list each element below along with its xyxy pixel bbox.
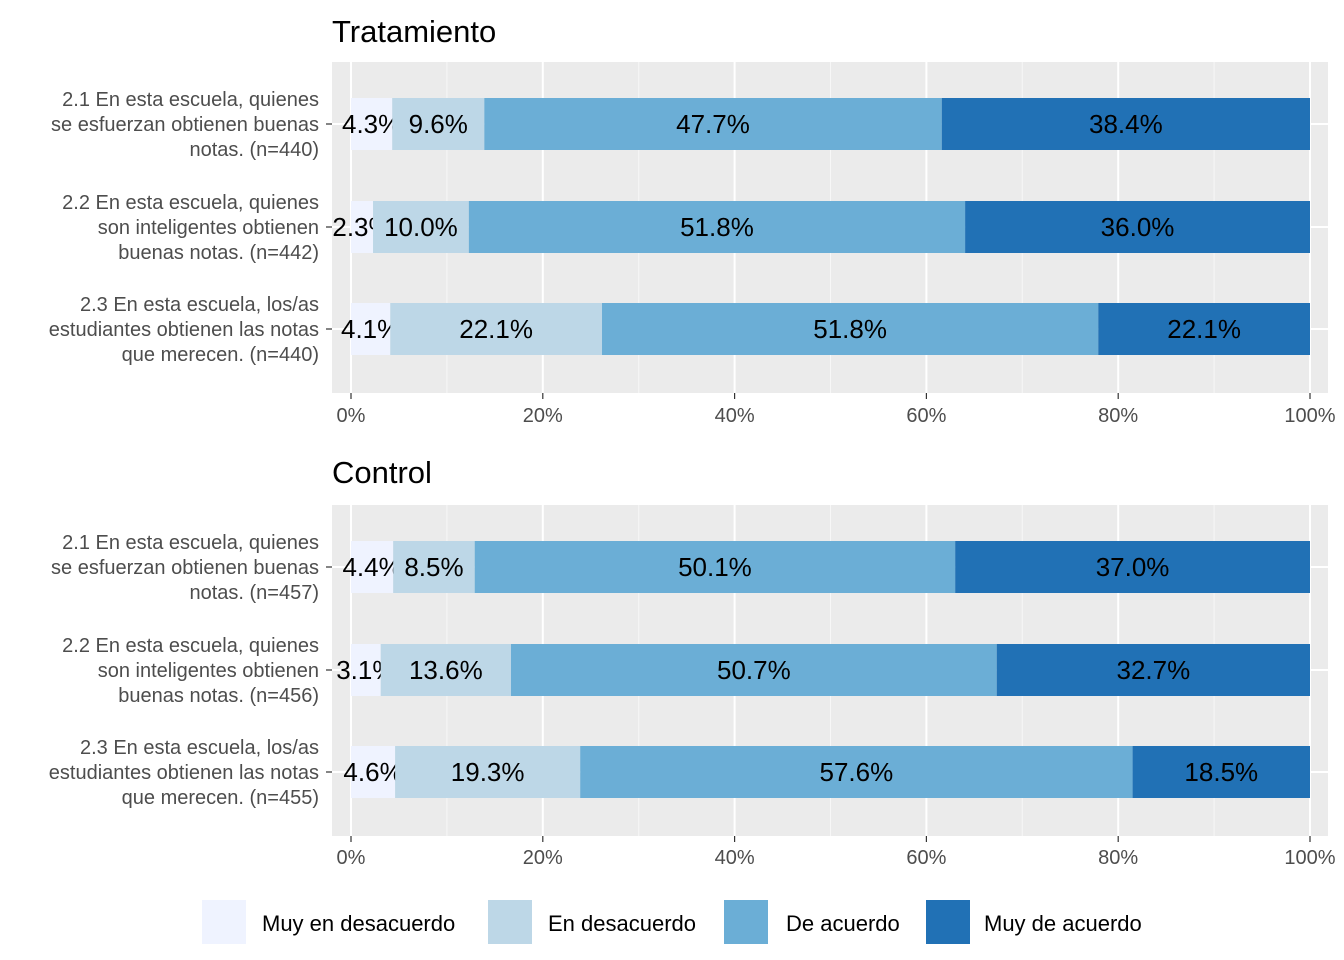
bar-segment-muy-de-acuerdo bbox=[941, 98, 1310, 150]
bar-segment-en-desacuerdo bbox=[380, 644, 511, 696]
bar-value-label: 47.7% bbox=[676, 109, 750, 139]
category-label-line: estudiantes obtienen las notas bbox=[49, 319, 319, 341]
bar-segment-en-desacuerdo bbox=[395, 746, 581, 798]
category-label: 2.1 En esta escuela, quienes se esfuerzan… bbox=[51, 89, 319, 161]
bar-value-label: 19.3% bbox=[451, 757, 525, 787]
category-label: 2.1 En esta escuela, quienes se esfuerzan… bbox=[51, 532, 319, 604]
bar-value-label: 22.1% bbox=[459, 314, 533, 344]
category-label-line: que merecen. (n=440) bbox=[122, 344, 319, 366]
bar-value-label: 36.0% bbox=[1101, 212, 1175, 242]
bar-value-label: 4.6% bbox=[343, 757, 402, 787]
bar-value-label: 50.1% bbox=[678, 552, 752, 582]
category-label-line: buenas notas. (n=442) bbox=[118, 242, 319, 264]
category-label-line: 2.1 En esta escuela, quienes bbox=[62, 89, 319, 111]
category-label-line: son inteligentes obtienen bbox=[98, 217, 319, 239]
bar-value-label: 22.1% bbox=[1167, 314, 1241, 344]
category-label: 2.3 En esta escuela, los/as estudiantes o… bbox=[49, 737, 319, 809]
bar-value-label: 13.6% bbox=[409, 655, 483, 685]
bar-segment-de-acuerdo bbox=[484, 98, 942, 150]
category-label-line: notas. (n=440) bbox=[189, 139, 319, 161]
legend-label-de-acuerdo: De acuerdo bbox=[786, 911, 900, 936]
category-label: 2.3 En esta escuela, los/as estudiantes o… bbox=[49, 294, 319, 366]
legend-key-de-acuerdo bbox=[724, 900, 768, 944]
x-tick-label: 100% bbox=[1284, 405, 1335, 427]
bar-value-label: 51.8% bbox=[680, 212, 754, 242]
category-label-line: que merecen. (n=455) bbox=[122, 787, 319, 809]
bar-segment-muy-en-desacuerdo bbox=[351, 201, 374, 253]
panel-title-control: Control bbox=[332, 455, 432, 490]
category-label-line: 2.2 En esta escuela, quienes bbox=[62, 192, 319, 214]
bar-value-label: 38.4% bbox=[1089, 109, 1163, 139]
category-label-line: 2.3 En esta escuela, los/as bbox=[80, 737, 319, 759]
panel-title-tratamiento: Tratamiento bbox=[332, 14, 496, 49]
bar-segment-de-acuerdo bbox=[580, 746, 1133, 798]
category-label: 2.2 En esta escuela, quienes son intelige… bbox=[62, 192, 319, 264]
bar-segment-muy-en-desacuerdo bbox=[351, 644, 381, 696]
x-tick-label: 0% bbox=[337, 405, 366, 427]
x-tick-label: 20% bbox=[523, 405, 563, 427]
bar-segment-en-desacuerdo bbox=[393, 541, 475, 593]
bar-segment-muy-en-desacuerdo bbox=[351, 541, 394, 593]
category-label: 2.2 En esta escuela, quienes son intelige… bbox=[62, 635, 319, 707]
category-label-line: se esfuerzan obtienen buenas bbox=[51, 557, 319, 579]
legend-label-muy-de-acuerdo: Muy de acuerdo bbox=[984, 911, 1142, 936]
bar-segment-en-desacuerdo bbox=[392, 98, 485, 150]
category-label-line: notas. (n=457) bbox=[189, 582, 319, 604]
x-tick-label: 80% bbox=[1098, 405, 1138, 427]
legend-key-muy-en-desacuerdo bbox=[202, 900, 246, 944]
bar-value-label: 18.5% bbox=[1184, 757, 1258, 787]
bar-segment-de-acuerdo bbox=[468, 201, 966, 253]
category-label-line: 2.2 En esta escuela, quienes bbox=[62, 635, 319, 657]
bar-segment-muy-de-acuerdo bbox=[1098, 303, 1310, 355]
bar-segment-muy-de-acuerdo bbox=[955, 541, 1310, 593]
bar-segment-muy-de-acuerdo bbox=[996, 644, 1310, 696]
x-tick-label: 40% bbox=[715, 847, 755, 869]
x-tick-label: 60% bbox=[906, 405, 946, 427]
x-tick-label: 0% bbox=[337, 847, 366, 869]
category-label-line: estudiantes obtienen las notas bbox=[49, 762, 319, 784]
legend-label-en-desacuerdo: En desacuerdo bbox=[548, 911, 696, 936]
bar-value-label: 37.0% bbox=[1096, 552, 1170, 582]
bar-value-label: 51.8% bbox=[813, 314, 887, 344]
x-tick-label: 20% bbox=[523, 847, 563, 869]
x-tick-label: 100% bbox=[1284, 847, 1335, 869]
bar-segment-muy-en-desacuerdo bbox=[351, 746, 396, 798]
bar-value-label: 10.0% bbox=[384, 212, 458, 242]
bar-segment-muy-de-acuerdo bbox=[965, 201, 1310, 253]
category-label-line: son inteligentes obtienen bbox=[98, 660, 319, 682]
bar-segment-muy-en-desacuerdo bbox=[351, 303, 391, 355]
bar-segment-muy-de-acuerdo bbox=[1132, 746, 1310, 798]
bar-value-label: 32.7% bbox=[1116, 655, 1190, 685]
x-tick-label: 60% bbox=[906, 847, 946, 869]
legend-label-muy-en-desacuerdo: Muy en desacuerdo bbox=[262, 911, 455, 936]
legend-key-en-desacuerdo bbox=[488, 900, 532, 944]
bar-segment-muy-en-desacuerdo bbox=[351, 98, 393, 150]
category-label-line: se esfuerzan obtienen buenas bbox=[51, 114, 319, 136]
category-label-line: buenas notas. (n=456) bbox=[118, 685, 319, 707]
bar-value-label: 4.4% bbox=[342, 552, 401, 582]
bar-segment-de-acuerdo bbox=[602, 303, 1099, 355]
legend-key-muy-de-acuerdo bbox=[926, 900, 970, 944]
bar-value-label: 4.3% bbox=[342, 109, 401, 139]
bar-segment-de-acuerdo bbox=[474, 541, 956, 593]
bar-value-label: 8.5% bbox=[404, 552, 463, 582]
x-tick-label: 40% bbox=[715, 405, 755, 427]
x-tick-label: 80% bbox=[1098, 847, 1138, 869]
bar-value-label: 57.6% bbox=[820, 757, 894, 787]
bar-value-label: 9.6% bbox=[409, 109, 468, 139]
bar-segment-en-desacuerdo bbox=[390, 303, 603, 355]
category-label-line: 2.1 En esta escuela, quienes bbox=[62, 532, 319, 554]
bar-value-label: 50.7% bbox=[717, 655, 791, 685]
bar-segment-de-acuerdo bbox=[510, 644, 997, 696]
bar-segment-en-desacuerdo bbox=[373, 201, 469, 253]
category-label-line: 2.3 En esta escuela, los/as bbox=[80, 294, 319, 316]
